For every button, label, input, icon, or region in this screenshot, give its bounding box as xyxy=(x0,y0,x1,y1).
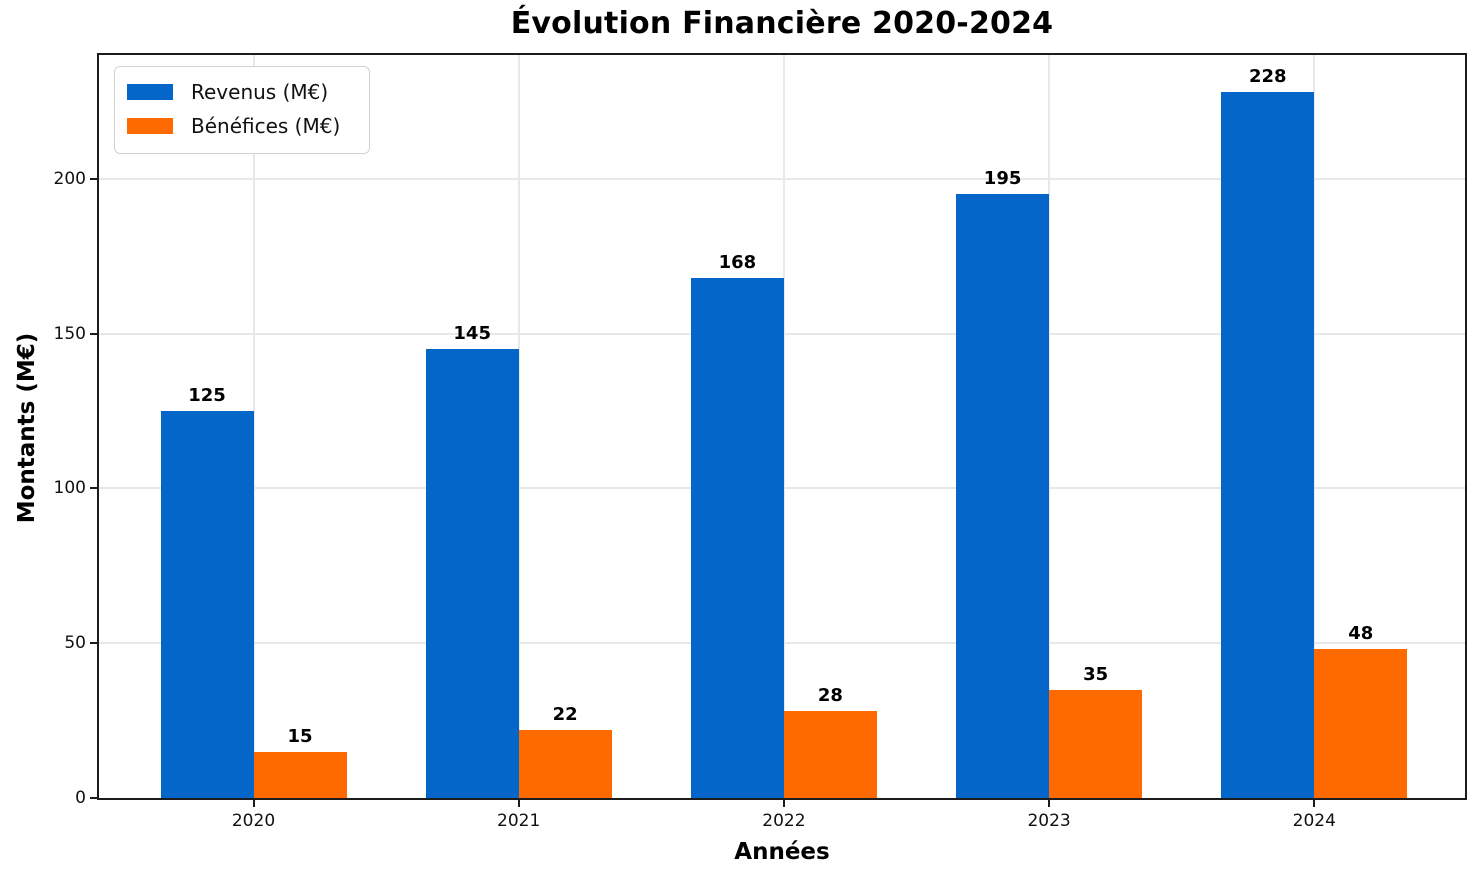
x-tick-mark xyxy=(1048,800,1051,807)
x-tick-label: 2021 xyxy=(497,811,541,831)
x-tick-label: 2023 xyxy=(1027,811,1071,831)
gridline-vertical xyxy=(252,55,255,798)
y-tick-mark xyxy=(90,642,97,645)
bar-revenus-2022 xyxy=(690,277,784,798)
bar-revenus-2024 xyxy=(1221,92,1315,798)
y-tick-label: 150 xyxy=(53,323,86,344)
bar-benefices-2021 xyxy=(518,729,612,798)
bar-benefices-2020 xyxy=(253,751,347,798)
legend-label-benefices: Bénéfices (M€) xyxy=(191,114,341,138)
bar-value-label: 145 xyxy=(453,323,491,345)
gridline-vertical xyxy=(517,55,520,798)
gridline-horizontal xyxy=(99,177,1465,180)
bar-value-label: 125 xyxy=(188,385,226,407)
x-axis-label: Années xyxy=(734,839,830,865)
y-tick-label: 50 xyxy=(64,633,86,654)
y-tick-mark xyxy=(90,177,97,180)
bar-value-label: 48 xyxy=(1348,623,1374,645)
legend-swatch-benefices-icon xyxy=(127,118,173,134)
x-tick-mark xyxy=(1313,800,1316,807)
x-tick-label: 2022 xyxy=(762,811,806,831)
bar-value-label: 15 xyxy=(287,725,313,747)
y-tick-label: 100 xyxy=(53,478,86,499)
bar-benefices-2023 xyxy=(1049,689,1143,798)
bar-value-label: 28 xyxy=(817,685,843,707)
x-tick-label: 2020 xyxy=(231,811,276,831)
bar-benefices-2024 xyxy=(1314,649,1408,798)
bar-value-label: 35 xyxy=(1083,663,1109,685)
legend: Revenus (M€) Bénéfices (M€) xyxy=(114,66,370,154)
bar-revenus-2020 xyxy=(160,411,254,798)
x-tick-mark xyxy=(517,800,520,807)
bar-benefices-2022 xyxy=(783,711,877,798)
gridline-vertical xyxy=(782,55,785,798)
bars-container: 125 15 145 22 168 28 195 35 228 48 xyxy=(99,55,1465,798)
legend-item-benefices: Bénéfices (M€) xyxy=(127,109,357,143)
bar-value-label: 168 xyxy=(718,251,757,273)
legend-label-revenus: Revenus (M€) xyxy=(191,80,329,104)
y-tick-mark xyxy=(90,332,97,335)
y-tick-label: 200 xyxy=(53,168,86,189)
y-tick-mark xyxy=(90,487,97,490)
y-tick-label: 0 xyxy=(75,788,86,808)
legend-swatch-revenus-icon xyxy=(127,84,173,100)
x-tick-label: 2024 xyxy=(1292,811,1336,831)
chart-title: Évolution Financière 2020-2024 xyxy=(510,6,1054,41)
legend-item-revenus: Revenus (M€) xyxy=(127,75,357,109)
bar-revenus-2021 xyxy=(425,349,519,798)
bar-value-label: 228 xyxy=(1249,66,1287,88)
plot-area: 125 15 145 22 168 28 195 35 228 48 Revenus (M€) B… xyxy=(97,53,1467,800)
gridline-vertical xyxy=(1313,55,1316,798)
gridline-vertical xyxy=(1048,55,1051,798)
x-tick-mark xyxy=(782,800,785,807)
bar-revenus-2023 xyxy=(956,194,1050,798)
y-tick-mark xyxy=(90,797,97,799)
bar-value-label: 195 xyxy=(983,168,1022,190)
x-tick-mark xyxy=(252,800,255,807)
bar-value-label: 22 xyxy=(552,703,578,725)
